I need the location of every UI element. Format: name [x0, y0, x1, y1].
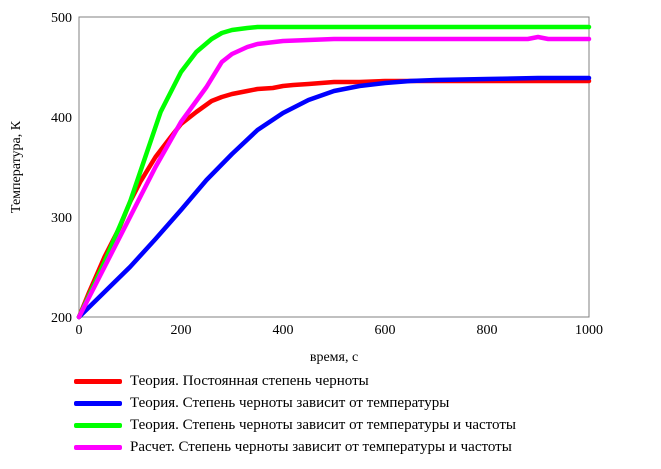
- legend-label: Теория. Постоянная степень черноты: [130, 372, 369, 389]
- series-line-1: [76, 75, 592, 320]
- legend-item: Теория. Степень черноты зависит от темпе…: [74, 392, 516, 414]
- legend-swatch-red: [74, 378, 122, 384]
- series-line-3: [76, 34, 592, 320]
- x-tick-label: 600: [375, 323, 396, 338]
- series-line-2: [76, 24, 592, 320]
- legend-swatch-blue: [74, 400, 122, 406]
- x-tick-label: 800: [477, 323, 498, 338]
- legend: Теория. Постоянная степень черноты Теори…: [74, 370, 516, 458]
- legend-item: Теория. Постоянная степень черноты: [74, 370, 516, 392]
- y-tick-label: 200: [51, 311, 72, 326]
- legend-label: Теория. Степень черноты зависит от темпе…: [130, 416, 516, 433]
- y-axis-label: Температура, К: [9, 120, 24, 213]
- ticks-layer: 0 200 400 600 800 1000 200 300 400 500: [51, 11, 603, 338]
- series-layer: [76, 24, 592, 320]
- y-tick-label: 400: [51, 111, 72, 126]
- x-axis-label: время, с: [310, 350, 358, 365]
- series-line-0: [76, 78, 592, 320]
- legend-item: Теория. Степень черноты зависит от темпе…: [74, 414, 516, 436]
- legend-swatch-magenta: [74, 444, 122, 450]
- legend-label: Теория. Степень черноты зависит от темпе…: [130, 394, 450, 411]
- plot-frame: [78, 16, 590, 318]
- x-tick-label: 0: [76, 323, 83, 338]
- x-tick-label: 1000: [575, 323, 603, 338]
- x-tick-label: 400: [273, 323, 294, 338]
- legend-label: Расчет. Степень черноты зависит от темпе…: [130, 438, 512, 455]
- y-tick-label: 500: [51, 11, 72, 26]
- y-tick-label: 300: [51, 211, 72, 226]
- x-tick-label: 200: [171, 323, 192, 338]
- legend-swatch-green: [74, 422, 122, 428]
- legend-item: Расчет. Степень черноты зависит от темпе…: [74, 436, 516, 458]
